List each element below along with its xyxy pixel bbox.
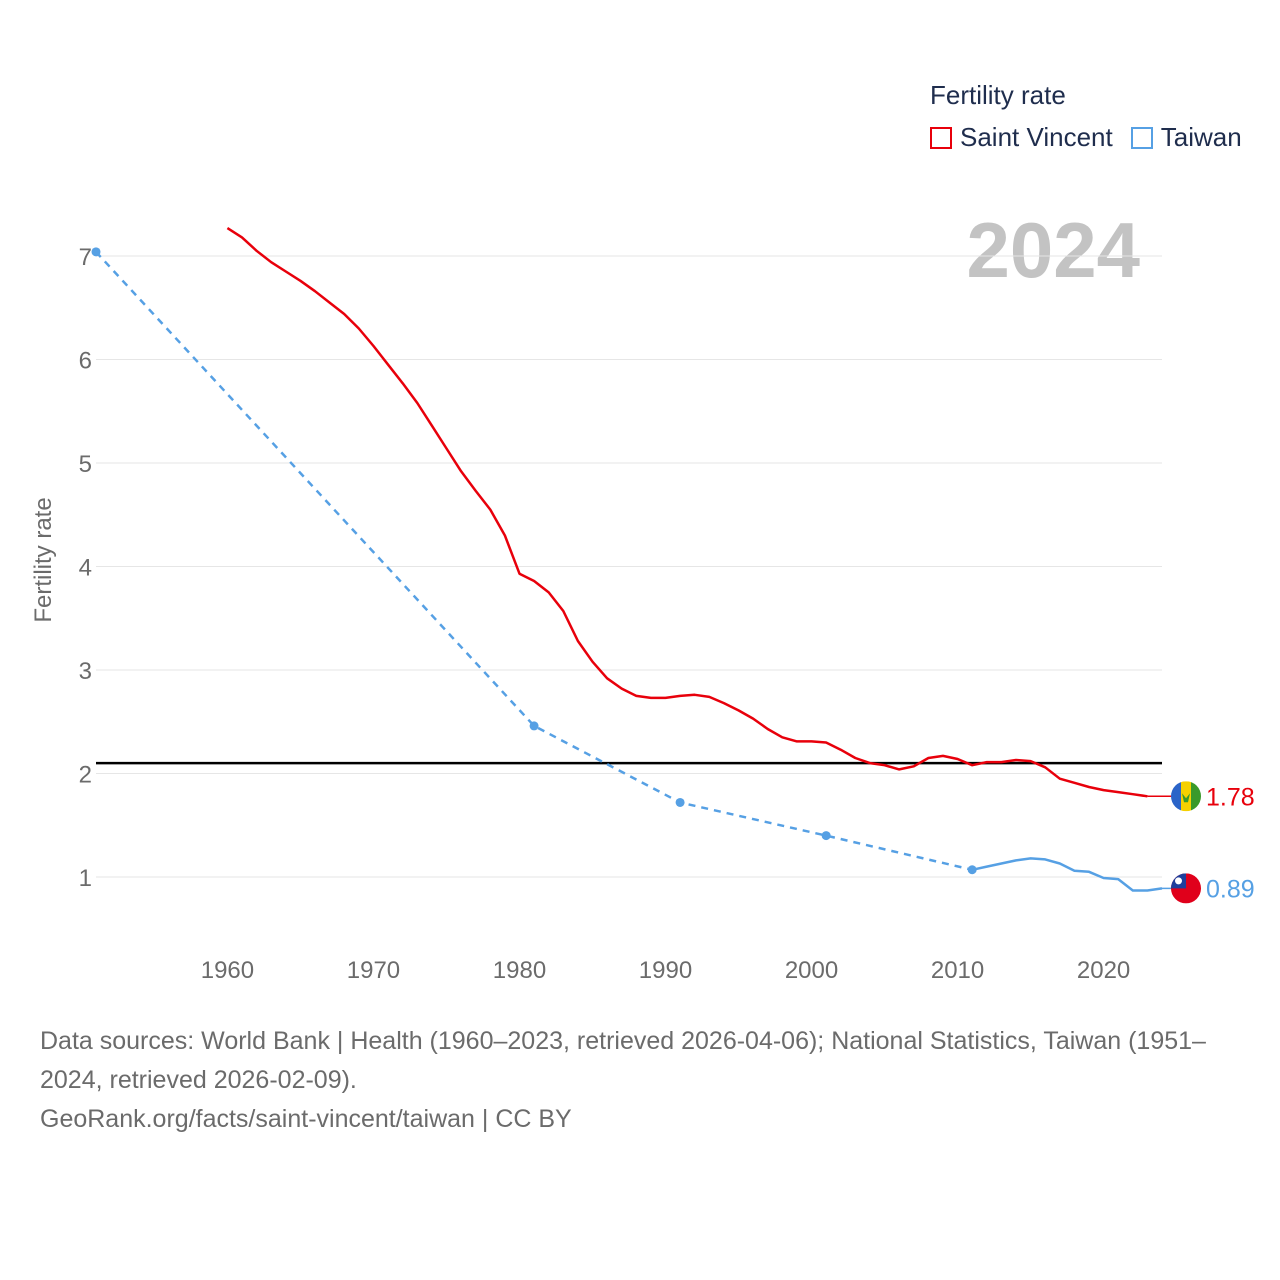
y-tick-label: 3 bbox=[79, 658, 92, 685]
series-line-taiwan[interactable] bbox=[971, 857, 1163, 892]
y-tick-label: 4 bbox=[79, 555, 92, 582]
legend-swatch-saint-vincent bbox=[930, 126, 952, 149]
flag-body bbox=[1171, 873, 1201, 904]
end-label-taiwan: 0.89 bbox=[1206, 875, 1255, 903]
x-tick-label: 2020 bbox=[1077, 957, 1130, 984]
line-chart: 1 2 3 4 5 6 7 1960 1970 1980 1990 2000 2010 2020 1.78… bbox=[30, 227, 1255, 984]
end-label-saint-vincent: 1.78 bbox=[1206, 783, 1255, 811]
legend-swatch-taiwan bbox=[1130, 126, 1153, 149]
flag-stripe-yellow bbox=[1181, 781, 1191, 812]
flag-stripe-blue bbox=[1171, 781, 1181, 812]
x-tick-label: 1960 bbox=[201, 957, 254, 984]
y-axis-title: Fertility rate bbox=[30, 497, 57, 622]
flag-stripe-green bbox=[1191, 781, 1201, 812]
saint-vincent-flag-icon bbox=[1171, 781, 1201, 812]
series-line-saint-vincent[interactable] bbox=[226, 227, 1148, 798]
year-label: 2024 bbox=[966, 206, 1140, 294]
x-tick-label: 2010 bbox=[931, 957, 984, 984]
y-tick-label: 5 bbox=[79, 451, 92, 478]
series-layer bbox=[91, 227, 1172, 892]
axis-layer: 1 2 3 4 5 6 7 1960 1970 1980 1990 2000 2010 2020 bbox=[79, 244, 1131, 984]
taiwan-flag-icon bbox=[1171, 873, 1201, 904]
end-label-layer: 1.78 0.89 bbox=[1171, 781, 1255, 904]
legend-label-saint-vincent: Saint Vincent bbox=[960, 122, 1113, 152]
y-tick-label: 6 bbox=[79, 348, 92, 375]
y-tick-label: 1 bbox=[79, 865, 92, 892]
y-tick-label: 2 bbox=[79, 762, 92, 789]
legend-title: Fertility rate bbox=[930, 80, 1066, 110]
data-point-taiwan[interactable] bbox=[967, 865, 977, 875]
data-sources: Data sources: World Bank | Health (1960–… bbox=[40, 1027, 1206, 1094]
x-tick-label: 1970 bbox=[347, 957, 400, 984]
series-line-taiwan-interpolated[interactable] bbox=[95, 251, 973, 872]
grid-layer bbox=[96, 255, 1162, 878]
data-point-taiwan[interactable] bbox=[675, 797, 685, 807]
legend-item-saint-vincent[interactable]: Saint Vincent bbox=[930, 122, 1113, 153]
flag-body bbox=[1171, 781, 1201, 812]
legend-item-taiwan[interactable]: Taiwan bbox=[1130, 122, 1242, 153]
y-tick-label: 7 bbox=[79, 244, 92, 271]
flag-diamonds bbox=[1182, 793, 1190, 803]
x-tick-label: 1980 bbox=[493, 957, 546, 984]
footer: Data sources: World Bank | Health (1960–… bbox=[40, 1022, 1250, 1139]
x-tick-label: 2000 bbox=[785, 957, 838, 984]
legend-label-taiwan: Taiwan bbox=[1160, 122, 1242, 152]
data-point-taiwan[interactable] bbox=[529, 721, 539, 731]
data-point-taiwan[interactable] bbox=[91, 247, 101, 257]
credit-link[interactable]: GeoRank.org/facts/saint-vincent/taiwan |… bbox=[40, 1105, 572, 1133]
flag-sun bbox=[1175, 877, 1182, 885]
x-tick-label: 1990 bbox=[639, 957, 692, 984]
data-point-taiwan[interactable] bbox=[821, 831, 831, 841]
legend: Saint Vincent Taiwan bbox=[930, 122, 1260, 153]
